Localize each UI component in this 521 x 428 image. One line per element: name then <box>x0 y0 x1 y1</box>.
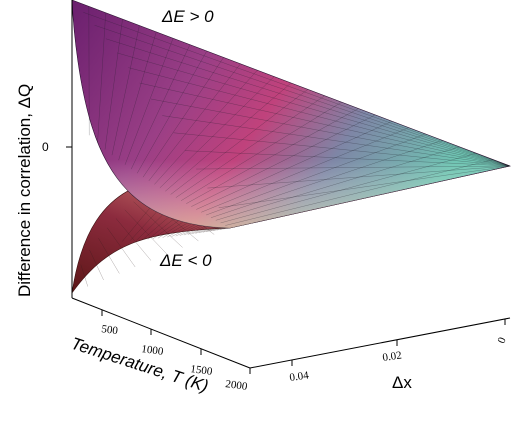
series-label-negative: ΔE < 0 <box>159 251 212 270</box>
x-axis-label: Temperature, T (K) <box>69 334 211 396</box>
z-axis-label: Difference in correlation, ΔQ <box>15 84 34 297</box>
series-label-positive: ΔE > 0 <box>161 7 214 26</box>
y-tick-label: 0.04 <box>289 369 310 384</box>
z-tick-label: 0 <box>42 140 49 154</box>
x-tick-label: 2000 <box>225 378 249 393</box>
y-axis-line <box>250 318 510 368</box>
x-tick-label: 500 <box>101 323 120 337</box>
y-tick-label: 0 <box>496 335 509 345</box>
y-tick-label: 0.02 <box>382 349 403 364</box>
y-axis-label: Δx <box>392 373 412 392</box>
